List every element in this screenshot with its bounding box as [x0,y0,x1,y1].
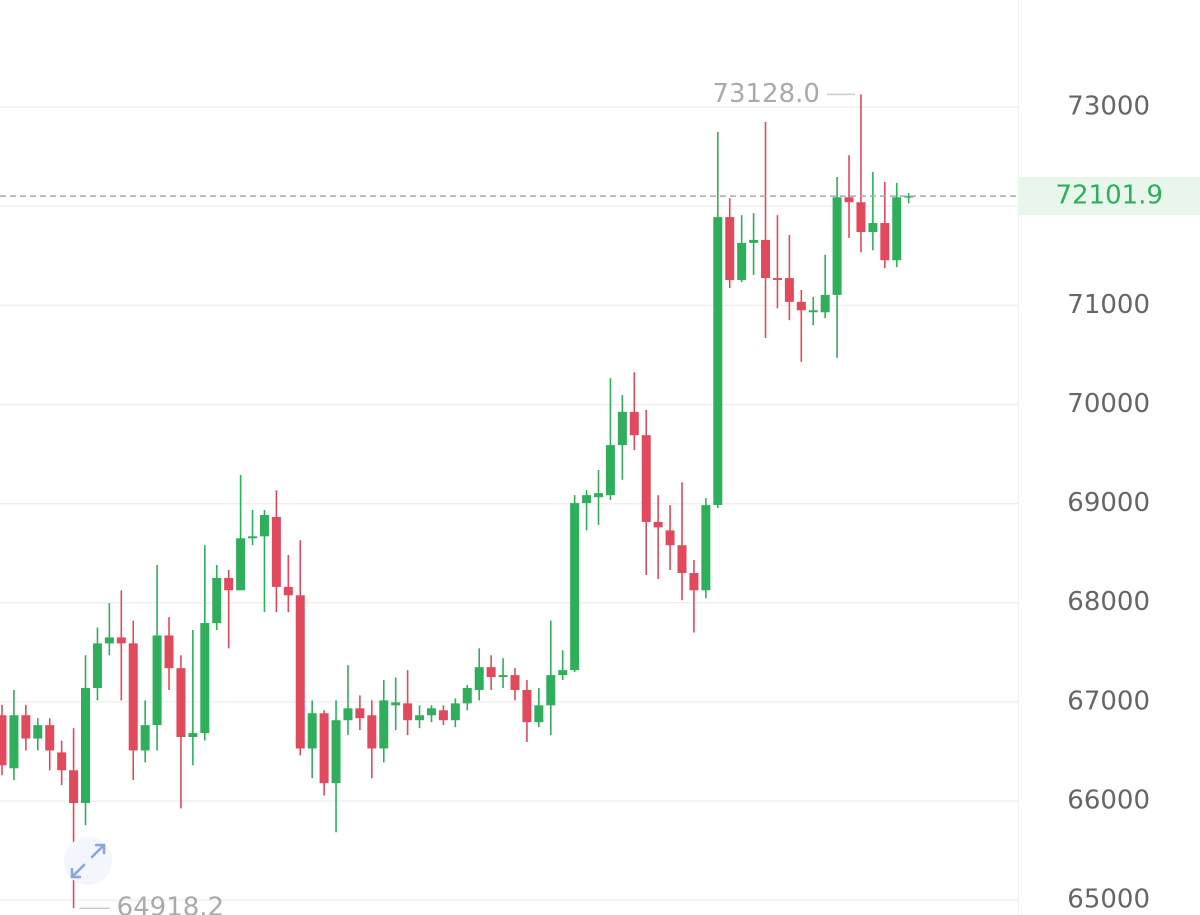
candle-body [808,310,818,313]
candle-body [295,595,305,749]
candle-body [128,643,138,751]
candle-body [617,411,627,446]
candle-body [582,495,592,504]
candle-body [832,197,842,295]
candle-body [820,294,830,313]
candle-body [224,577,234,591]
candle-body [200,623,210,734]
candle-body [45,725,55,751]
candle-body [236,538,246,591]
candle-body [880,223,890,261]
candle-body [176,668,186,738]
candle-body [629,411,639,436]
y-tick-label: 69000 [1067,488,1150,518]
candle-body [594,493,603,498]
candle-body [510,675,520,690]
candle-body [558,670,568,676]
candle-body [152,635,162,726]
candle-body [844,197,854,203]
candle-body [713,217,723,506]
candle-body [892,197,902,261]
y-tick-label: 66000 [1067,785,1150,815]
candle-body [761,239,771,279]
candle-body [784,278,794,302]
y-tick-label: 67000 [1067,686,1150,716]
candle-body [212,577,222,624]
axis-panel [1018,0,1200,915]
candle-body [164,635,174,669]
candle-body [450,703,460,721]
candle-body [856,202,866,232]
grid [0,106,1190,901]
candle-body [498,675,508,678]
candle-body [319,713,329,784]
candle-body [248,536,258,539]
candle-body [749,239,759,243]
candle-body [379,700,389,749]
candle-body [438,710,448,721]
candle-body [116,637,126,644]
low-annotation: 64918.2 [117,893,225,915]
candle-body [522,689,532,723]
candle-body [737,242,747,281]
candle-body [534,705,544,723]
candle-body [605,445,615,496]
candles [0,94,914,909]
candle-body [689,572,699,591]
candle-body [677,545,687,573]
candle-body [403,703,413,721]
candle-body [570,503,580,671]
candle-body [391,702,401,706]
y-tick-label: 71000 [1067,290,1150,320]
last-price-tag [1018,177,1200,216]
candle-body [69,770,79,803]
candle-body [415,715,425,721]
candle-body [92,643,102,688]
high-annotation: 73128.0 [712,79,820,109]
y-tick-label: 68000 [1067,587,1150,617]
expand-icon[interactable] [64,837,112,885]
y-tick-label: 70000 [1067,389,1150,419]
candle-body [725,217,735,281]
candle-body [21,715,31,739]
y-tick-label: 73000 [1067,92,1150,122]
candle-body [367,715,377,749]
y-tick-label: 65000 [1067,885,1150,915]
candle-body [271,516,281,587]
candle-body [462,687,472,704]
candle-body [355,708,365,719]
candle-body [653,521,663,528]
candle-body [904,196,914,198]
candle-body [474,667,484,690]
candle-body [140,725,150,751]
candle-body [868,223,878,232]
candle-body [641,435,651,522]
last-price-label: 72101.9 [1055,181,1163,211]
candle-body [546,675,556,706]
candle-body [283,586,293,596]
candle-body [259,514,269,537]
candle-body [486,667,496,678]
candle-body [9,715,19,769]
candle-body [343,708,353,721]
candle-body [701,505,711,591]
candle-body [331,720,341,784]
candle-body [796,301,806,311]
candle-body [33,725,43,739]
candle-body [426,708,436,716]
candle-body [307,713,317,749]
candle-body [81,687,91,803]
candle-body [665,530,675,546]
candle-body [0,715,7,766]
candle-body [104,637,114,644]
candle-body [57,752,67,771]
candle-body [772,278,782,281]
candle-body [188,733,198,738]
